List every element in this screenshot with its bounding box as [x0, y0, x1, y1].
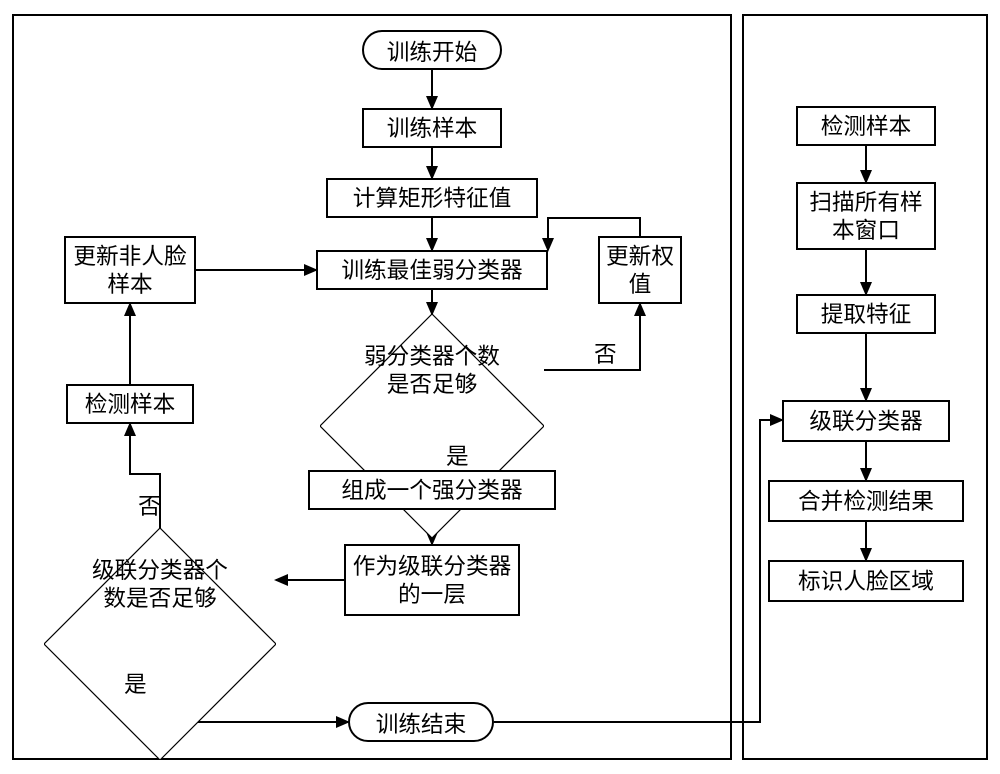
node-label: 合并检测结果 — [798, 487, 934, 515]
node-label: 标识人脸区域 — [798, 567, 934, 595]
node-label: 检测样本 — [821, 112, 912, 140]
node-label: 组成一个强分类器 — [341, 476, 522, 504]
edge-label-yes: 是 — [446, 438, 469, 471]
node-extract-features: 提取特征 — [796, 294, 936, 334]
node-merge-results: 合并检测结果 — [768, 480, 964, 522]
node-label: 更新权值 — [606, 242, 674, 299]
node-label: 作为级联分类器的一层 — [352, 552, 512, 609]
node-scan-windows: 扫描所有样本窗口 — [796, 182, 936, 250]
node-mark-face: 标识人脸区域 — [768, 560, 964, 602]
node-update-weights: 更新权值 — [598, 236, 682, 304]
node-label: 扫描所有样本窗口 — [804, 188, 928, 245]
node-train-weak: 训练最佳弱分类器 — [316, 250, 548, 290]
node-calc-features: 计算矩形特征值 — [326, 178, 538, 218]
node-cascade-classifier: 级联分类器 — [782, 400, 950, 442]
edge-label-no: 否 — [594, 336, 617, 369]
node-label: 训练结束 — [376, 706, 467, 739]
node-as-cascade-layer: 作为级联分类器的一层 — [344, 544, 520, 616]
node-train-samples: 训练样本 — [362, 108, 502, 148]
edge-label-yes: 是 — [124, 666, 147, 699]
node-strong-classifier: 组成一个强分类器 — [308, 470, 556, 510]
node-label: 训练最佳弱分类器 — [341, 256, 522, 284]
node-label: 计算矩形特征值 — [353, 184, 512, 212]
node-label: 检测样本 — [85, 390, 176, 418]
node-label: 级联分类器个数是否足够 — [86, 556, 235, 613]
node-label: 训练开始 — [387, 34, 478, 67]
decision-cascade-enough: 级联分类器个数是否足够 — [44, 528, 276, 640]
node-update-neg-samples: 更新非人脸样本 — [64, 236, 196, 304]
node-label: 训练样本 — [387, 114, 478, 142]
node-detect-samples-right: 检测样本 — [796, 106, 936, 146]
node-label: 级联分类器 — [809, 407, 922, 435]
edge-label-no: 否 — [138, 488, 161, 521]
node-label: 更新非人脸样本 — [72, 242, 188, 299]
node-end: 训练结束 — [348, 702, 494, 742]
flowchart-canvas: 训练开始 训练样本 计算矩形特征值 训练最佳弱分类器 弱分类器个数是否足够 更新… — [0, 0, 1000, 774]
decision-weak-enough: 弱分类器个数是否足够 — [320, 314, 544, 426]
node-detect-samples-left: 检测样本 — [66, 384, 194, 424]
node-start: 训练开始 — [362, 30, 502, 70]
node-label: 提取特征 — [821, 300, 912, 328]
node-label: 弱分类器个数是否足够 — [360, 342, 503, 399]
